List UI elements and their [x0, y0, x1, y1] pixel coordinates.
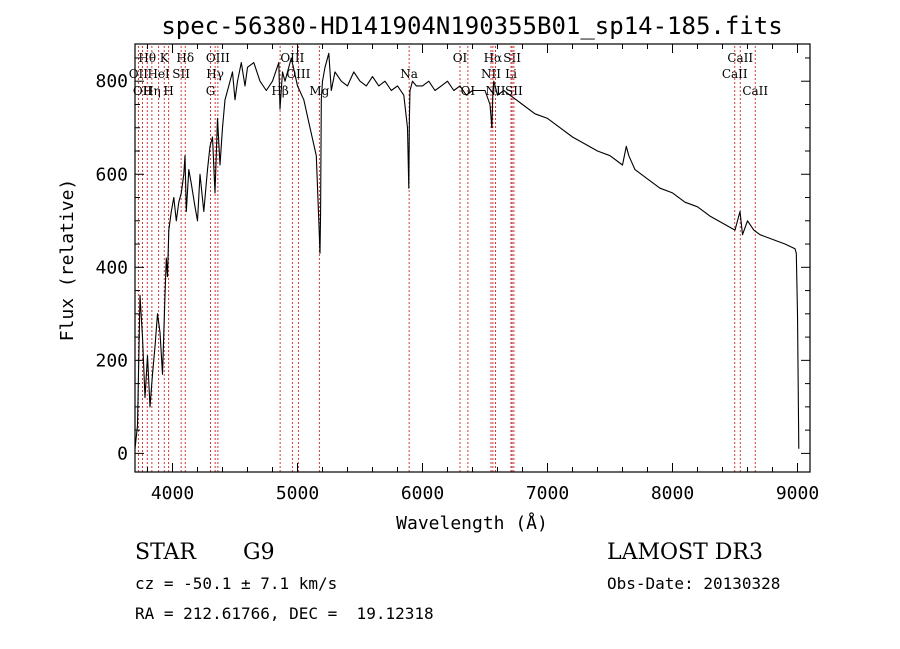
redshift-velocity: cz = -50.1 ± 7.1 km/s: [135, 574, 338, 593]
coordinates: RA = 212.61766, DEC = 19.12318: [135, 604, 434, 623]
spectral-line-label: Hα: [484, 51, 503, 65]
y-tick-label: 400: [95, 257, 128, 278]
spectral-line-label: OII: [129, 67, 149, 81]
spectrum-chart: spec-56380-HD141904N190355B01_sp14-185.f…: [57, 12, 819, 534]
spectral-line-label: CaII: [727, 51, 753, 65]
spectral-line-label: OIII: [286, 67, 310, 81]
spectral-line-label: SII: [172, 67, 190, 81]
plot-frame: [134, 43, 811, 473]
observation-date: Obs-Date: 20130328: [607, 574, 781, 593]
spectral-line-label: Na: [400, 67, 418, 81]
x-tick-label: 5000: [276, 483, 319, 504]
spectral-line-label: Hθ: [138, 51, 156, 65]
spectral-line-label: OI: [461, 84, 476, 98]
spectral-line-label: Hδ: [176, 51, 194, 65]
spectral-line-label: Hη: [143, 84, 161, 98]
spectral-line-label: G: [206, 84, 216, 98]
y-axis-label: Flux (relative): [57, 179, 78, 342]
object-class: STAR: [135, 540, 196, 565]
x-tick-label: 4000: [151, 483, 194, 504]
x-tick-label: 8000: [651, 483, 694, 504]
spectral-line-label: Hβ: [271, 84, 288, 98]
spectral-line-label: HeI: [147, 67, 170, 81]
spectral-line-label: Mg: [309, 84, 329, 98]
chart-title: spec-56380-HD141904N190355B01_sp14-185.f…: [161, 12, 782, 40]
x-tick-label: 7000: [526, 483, 569, 504]
spectral-line-label: OII: [133, 84, 153, 98]
spectral-line-label: H: [163, 84, 173, 98]
spectral-line-label: CaII: [742, 84, 768, 98]
y-tick-label: 0: [117, 443, 128, 464]
spectral-line-label: NII: [481, 67, 501, 81]
x-tick-label: 9000: [776, 483, 819, 504]
spectral-line-label: NII: [486, 84, 506, 98]
x-axis-label: Wavelength (Å): [396, 512, 548, 534]
survey-name: LAMOST DR3: [607, 540, 763, 565]
spectral-line-label: K: [160, 51, 170, 65]
y-tick-label: 800: [95, 71, 128, 92]
spectral-line-label: CaII: [722, 67, 748, 81]
spectral-line-label: OI: [453, 51, 468, 65]
x-tick-label: 6000: [401, 483, 444, 504]
y-tick-label: 200: [95, 350, 128, 371]
y-tick-label: 600: [95, 164, 128, 185]
spectrum-line: [134, 52, 800, 449]
spectral-line-label: SII: [505, 84, 523, 98]
spectral-line-label: OIII: [206, 51, 230, 65]
object-subclass: G9: [243, 540, 275, 565]
spectral-line-label: Li: [505, 67, 517, 81]
axes: 4000 5000 6000 7000 8000 9000 0 200 400 600 800: [95, 44, 819, 504]
spectral-line-label: Hγ: [206, 67, 224, 81]
spectral-line-label: SII: [503, 51, 521, 65]
